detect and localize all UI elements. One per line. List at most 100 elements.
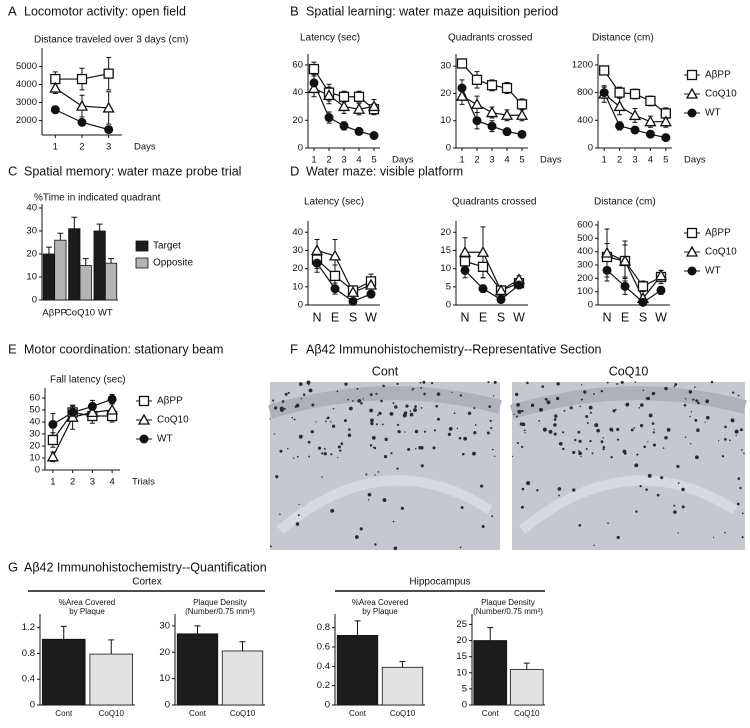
plaque-dot (556, 382, 560, 386)
plaque-dot (544, 397, 548, 401)
plaque-dot (741, 512, 744, 515)
panel-title: Spatial learning: water maze aquisition … (306, 4, 558, 18)
plaque-dot (555, 396, 560, 401)
y-tick-label: 40 (29, 417, 40, 428)
plaque-dot (662, 447, 665, 449)
marker-square (645, 95, 656, 107)
y-tick-label: 3000 (16, 97, 37, 108)
tissue-image (270, 382, 500, 550)
series-line (465, 251, 520, 292)
marker-triangle (613, 100, 626, 112)
bar (89, 653, 134, 706)
plaque-dot (538, 420, 541, 422)
plaque-dot (435, 404, 439, 408)
plaque-dot (332, 407, 335, 410)
x-category-label: E (621, 310, 629, 324)
legend-label: CoQ10 (705, 247, 737, 258)
marker-square (637, 281, 649, 292)
bar (381, 666, 424, 706)
x-tick-label: 2 (79, 142, 84, 153)
plaque-dot (296, 455, 299, 458)
plaque-dot (287, 447, 289, 450)
marker-circle (496, 295, 506, 305)
error-bar (194, 625, 201, 634)
plaque-dot (404, 431, 406, 433)
y-axis-label: Plaque Density (193, 598, 247, 607)
plaque-dot (359, 527, 363, 531)
marker-triangle (352, 102, 366, 114)
plaque-dot (409, 410, 412, 412)
plaque-dot (625, 402, 630, 407)
plaque-dot (656, 493, 660, 497)
series-line (606, 269, 662, 304)
plaque-dot (347, 398, 350, 401)
bar (221, 650, 264, 706)
plaque-dot (491, 515, 494, 518)
x-tick-label: 4 (504, 155, 509, 166)
y-tick-label: 0 (165, 700, 170, 711)
plaque-dot (588, 405, 593, 410)
y-axis-label: Quadrants crossed (452, 197, 537, 208)
plaque-dot (298, 434, 303, 439)
y-axis-label: %Time in indicated quadrant (34, 193, 161, 204)
marker-square (614, 87, 625, 98)
marker-circle (645, 129, 655, 139)
y-tick-label: 0 (325, 700, 330, 711)
plaque-dot (300, 398, 303, 400)
plaque-dot (490, 426, 493, 430)
plaque-dot (593, 544, 595, 546)
plaque-dot (371, 435, 376, 440)
plaque-dot (374, 543, 377, 546)
plaque-dot (664, 436, 668, 440)
y-axis-label: Distance traveled over 3 days (cm) (34, 35, 189, 46)
plaque-dot (367, 492, 372, 497)
plaque-dot (648, 413, 653, 418)
marker-triangle (102, 101, 115, 113)
plaque-dot (622, 449, 627, 454)
y-tick-label: 10 (440, 115, 451, 126)
plaque-dot (392, 402, 395, 405)
plaque-dot (414, 405, 417, 408)
image-caption: Cont (372, 364, 399, 378)
plaque-dot (526, 381, 529, 385)
plaque-dot (572, 488, 576, 492)
plaque-dot (453, 412, 456, 415)
marker-circle (324, 113, 334, 123)
y-tick-label: 200 (577, 273, 593, 284)
plaque-dot (347, 433, 352, 437)
plaque-dot (524, 432, 526, 434)
marker-triangle (685, 87, 699, 99)
y-tick-label: 60 (29, 393, 40, 404)
plaque-dot (310, 430, 314, 434)
plaque-dot (674, 383, 678, 386)
plaque-dot (718, 440, 720, 442)
series-line (606, 256, 662, 288)
x-category-label: CoQ10 (65, 308, 95, 319)
x-tick-label: 2 (617, 155, 622, 166)
y-tick-label: 1200 (572, 59, 593, 70)
marker-triangle (485, 106, 499, 118)
series-line (606, 252, 662, 300)
marker-circle (687, 108, 697, 118)
y-axis-label: Latency (sec) (304, 197, 364, 208)
y-tick-label: 15 (440, 245, 451, 256)
plaque-dot (602, 445, 606, 449)
x-category-label: E (479, 310, 487, 324)
plaque-dot (634, 381, 637, 383)
plaque-dot (467, 411, 472, 416)
plaque-dot (377, 471, 380, 473)
marker-triangle (644, 115, 657, 127)
plaque-dot (652, 443, 656, 447)
marker-circle (638, 297, 648, 307)
plaque-dot (472, 451, 476, 456)
x-tick-label: 5 (371, 155, 376, 166)
marker-triangle (659, 115, 672, 127)
legend-label: CoQ10 (157, 415, 189, 426)
plaque-dot (638, 406, 641, 409)
y-tick-label: 10 (26, 272, 37, 283)
plaque-dot (414, 429, 419, 434)
marker-circle (77, 117, 87, 127)
plaque-dot (360, 401, 363, 404)
x-tick-label: 3 (90, 477, 95, 488)
plaque-dot (459, 394, 463, 397)
